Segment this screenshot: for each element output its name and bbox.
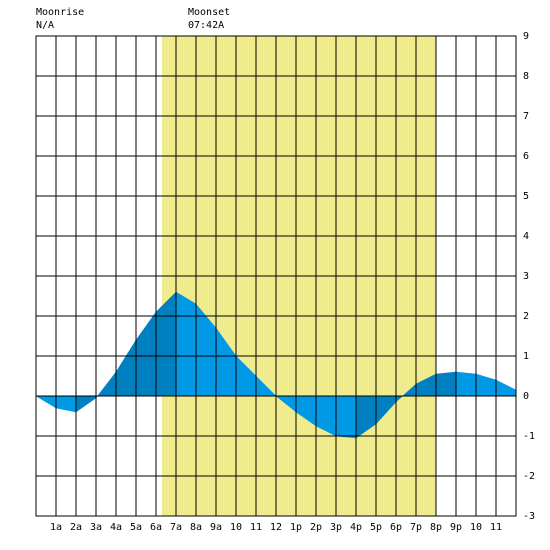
y-tick-label: 4 [523, 231, 529, 242]
x-tick-label: 5a [130, 522, 142, 533]
tide-area [75, 395, 97, 413]
x-tick-label: 5p [370, 522, 382, 533]
x-tick-label: 1p [290, 522, 302, 533]
x-tick-label: 11 [250, 522, 262, 533]
x-tick-label: 9p [450, 522, 462, 533]
tide-area [35, 395, 57, 409]
y-tick-label: 7 [523, 111, 529, 122]
x-tick-label: 6a [150, 522, 162, 533]
x-tick-label: 6p [390, 522, 402, 533]
y-tick-label: 3 [523, 271, 529, 282]
tide-area [175, 291, 197, 397]
x-tick-label: 4p [350, 522, 362, 533]
moonset-value: 07:42A [188, 20, 224, 31]
tide-area [155, 291, 177, 397]
y-tick-label: -1 [523, 431, 535, 442]
x-tick-label: 7p [410, 522, 422, 533]
x-tick-label: 8p [430, 522, 442, 533]
moonrise-label: Moonrise [36, 7, 84, 18]
moonset-label: Moonset [188, 7, 230, 18]
tide-area [455, 371, 477, 397]
tide-area [475, 373, 497, 397]
plot-border [35, 35, 517, 517]
y-tick-label: 1 [523, 351, 529, 362]
x-tick-label: 10 [470, 522, 482, 533]
y-tick-label: 8 [523, 71, 529, 82]
tide-area [335, 395, 357, 439]
tide-area [495, 379, 517, 397]
y-tick-label: 0 [523, 391, 529, 402]
tide-area [55, 395, 77, 413]
y-tick-label: -2 [523, 471, 535, 482]
x-tick-label: 8a [190, 522, 202, 533]
y-tick-label: -3 [523, 511, 535, 522]
x-tick-label: 10 [230, 522, 242, 533]
x-tick-label: 2a [70, 522, 82, 533]
y-tick-label: 6 [523, 151, 529, 162]
x-tick-label: 3p [330, 522, 342, 533]
x-tick-label: 1a [50, 522, 62, 533]
tide-area [135, 311, 157, 397]
y-tick-label: 5 [523, 191, 529, 202]
x-tick-label: 3a [90, 522, 102, 533]
x-tick-label: 11 [490, 522, 502, 533]
y-tick-label: 9 [523, 31, 529, 42]
tide-area [115, 339, 137, 397]
x-tick-label: 7a [170, 522, 182, 533]
x-tick-label: 4a [110, 522, 122, 533]
moonrise-value: N/A [36, 20, 54, 31]
tide-area [95, 371, 117, 399]
tide-area [435, 371, 457, 397]
y-tick-label: 2 [523, 311, 529, 322]
x-tick-label: 12 [270, 522, 282, 533]
x-tick-label: 2p [310, 522, 322, 533]
x-tick-label: 9a [210, 522, 222, 533]
